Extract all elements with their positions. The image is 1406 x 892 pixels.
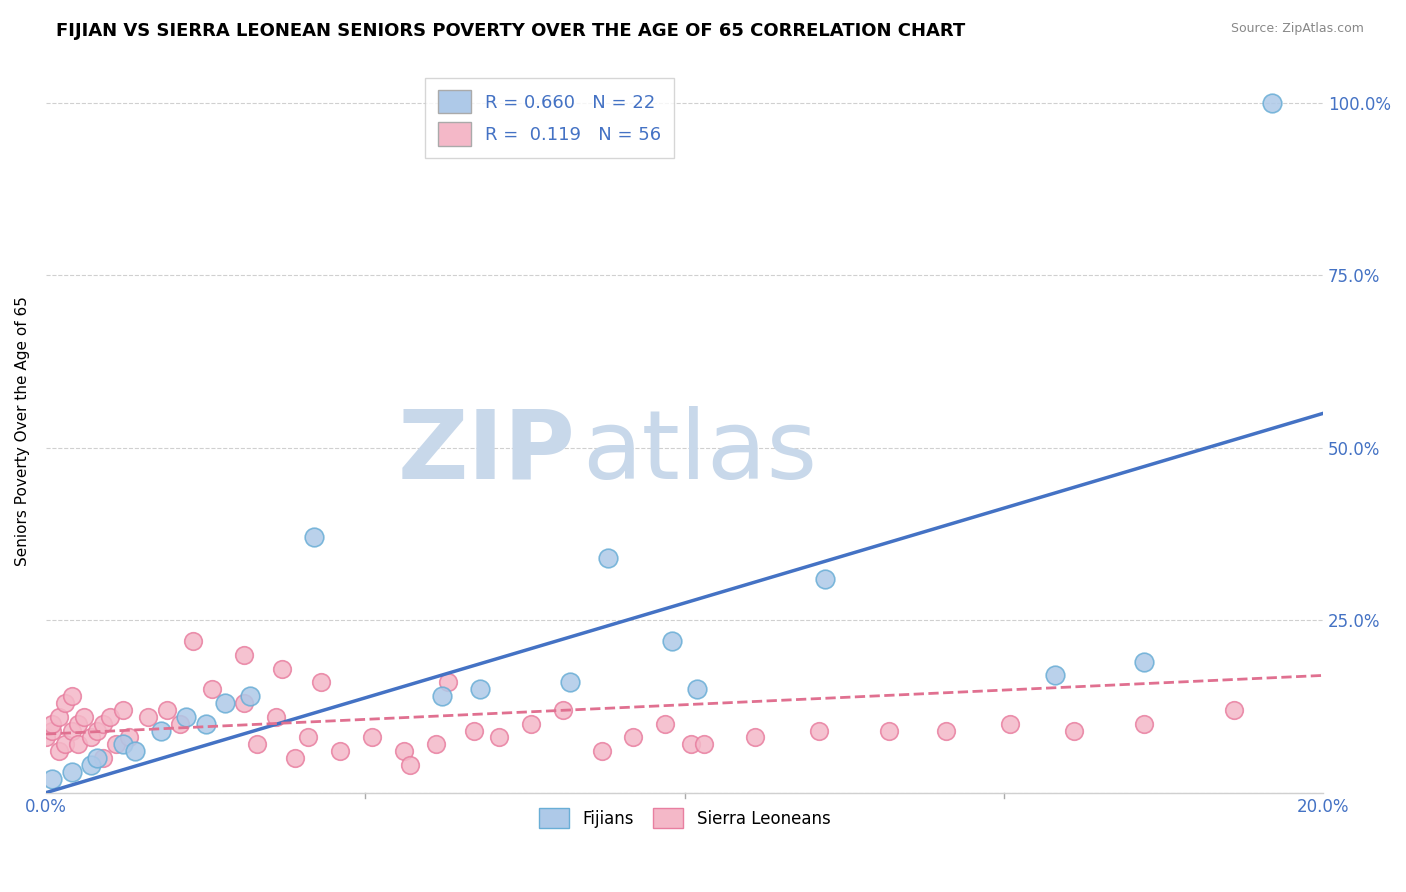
- Point: [329, 744, 352, 758]
- Point: [1043, 668, 1066, 682]
- Point: [246, 738, 269, 752]
- Point: [591, 744, 613, 758]
- Point: [201, 682, 224, 697]
- Point: [41, 716, 63, 731]
- Point: [1261, 95, 1284, 110]
- Point: [284, 751, 307, 765]
- Point: [297, 731, 319, 745]
- Point: [1222, 703, 1244, 717]
- Point: [488, 731, 510, 745]
- Point: [520, 716, 543, 731]
- Point: [679, 738, 702, 752]
- Legend: Fijians, Sierra Leoneans: Fijians, Sierra Leoneans: [531, 801, 837, 835]
- Point: [686, 682, 709, 697]
- Point: [136, 710, 159, 724]
- Point: [214, 696, 236, 710]
- Point: [463, 723, 485, 738]
- Point: [654, 716, 676, 731]
- Point: [596, 551, 619, 566]
- Point: [105, 738, 128, 752]
- Point: [41, 723, 63, 738]
- Point: [239, 689, 262, 703]
- Text: Source: ZipAtlas.com: Source: ZipAtlas.com: [1230, 22, 1364, 36]
- Point: [41, 772, 63, 786]
- Point: [169, 716, 191, 731]
- Point: [93, 716, 115, 731]
- Point: [60, 723, 83, 738]
- Text: FIJIAN VS SIERRA LEONEAN SENIORS POVERTY OVER THE AGE OF 65 CORRELATION CHART: FIJIAN VS SIERRA LEONEAN SENIORS POVERTY…: [56, 22, 966, 40]
- Point: [437, 675, 460, 690]
- Point: [98, 710, 121, 724]
- Point: [623, 731, 645, 745]
- Point: [53, 696, 76, 710]
- Point: [176, 710, 198, 724]
- Point: [814, 572, 837, 586]
- Point: [79, 731, 101, 745]
- Point: [35, 731, 58, 745]
- Point: [264, 710, 287, 724]
- Point: [744, 731, 766, 745]
- Point: [430, 689, 453, 703]
- Point: [48, 744, 70, 758]
- Point: [309, 675, 332, 690]
- Point: [271, 661, 294, 675]
- Point: [79, 758, 101, 772]
- Point: [558, 675, 581, 690]
- Point: [399, 758, 422, 772]
- Point: [66, 716, 89, 731]
- Point: [693, 738, 716, 752]
- Point: [360, 731, 382, 745]
- Point: [118, 731, 141, 745]
- Point: [86, 751, 108, 765]
- Text: ZIP: ZIP: [398, 406, 576, 499]
- Point: [877, 723, 900, 738]
- Point: [470, 682, 492, 697]
- Point: [661, 634, 683, 648]
- Point: [232, 696, 254, 710]
- Point: [181, 634, 204, 648]
- Point: [1133, 716, 1156, 731]
- Point: [935, 723, 957, 738]
- Point: [53, 738, 76, 752]
- Point: [60, 689, 83, 703]
- Point: [149, 723, 172, 738]
- Point: [93, 751, 115, 765]
- Point: [194, 716, 217, 731]
- Point: [807, 723, 830, 738]
- Point: [392, 744, 415, 758]
- Y-axis label: Seniors Poverty Over the Age of 65: Seniors Poverty Over the Age of 65: [15, 295, 30, 566]
- Point: [302, 531, 325, 545]
- Point: [1133, 655, 1156, 669]
- Point: [1063, 723, 1085, 738]
- Point: [111, 738, 134, 752]
- Point: [86, 723, 108, 738]
- Point: [111, 703, 134, 717]
- Point: [60, 764, 83, 779]
- Point: [48, 710, 70, 724]
- Text: atlas: atlas: [582, 406, 817, 499]
- Point: [232, 648, 254, 662]
- Point: [425, 738, 447, 752]
- Point: [73, 710, 96, 724]
- Point: [156, 703, 179, 717]
- Point: [124, 744, 146, 758]
- Point: [1000, 716, 1022, 731]
- Point: [66, 738, 89, 752]
- Point: [553, 703, 575, 717]
